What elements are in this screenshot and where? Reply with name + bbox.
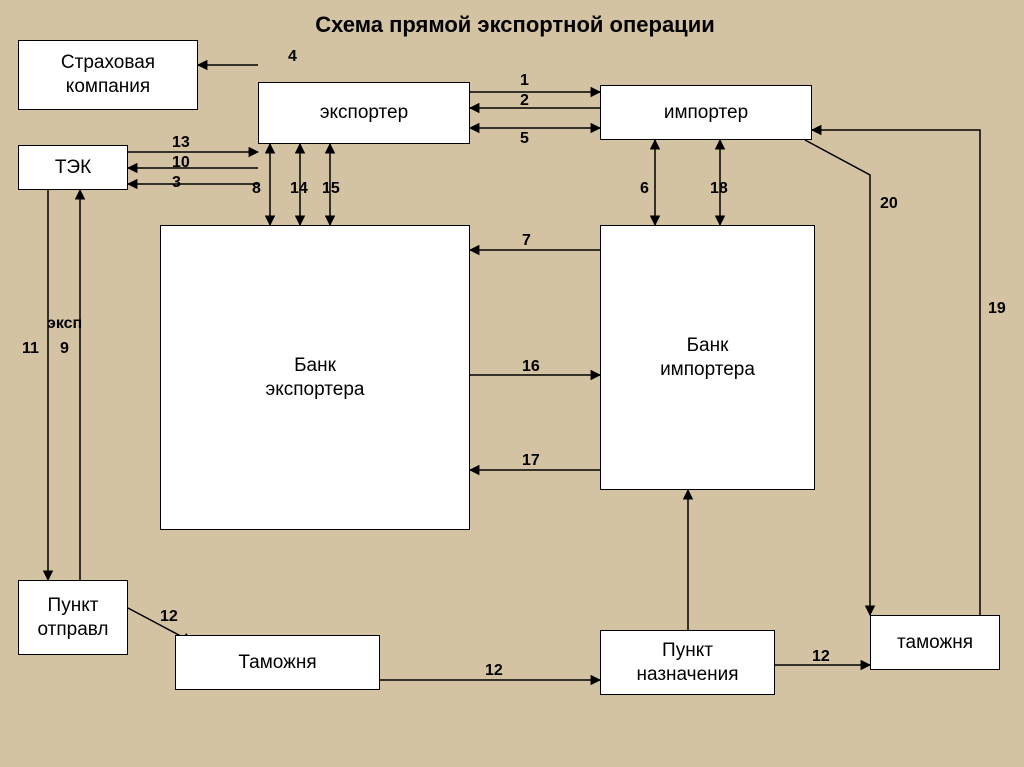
edge-label-e3: 3 [172,174,181,192]
edge-label-e20: 20 [880,195,898,213]
edge-label-e4a: 4 [288,48,297,66]
node-label: Пунктназначения [636,639,738,687]
node-exporter: экспортер [258,82,470,144]
edge-label-e11: 11 [22,340,39,358]
edge-label-e18: 18 [710,180,728,198]
edge-label-e2: 2 [520,92,529,110]
diagram-title: Схема прямой экспортной операции [280,12,750,38]
node-importer: импортер [600,85,812,140]
node-bank-importer: Банкимпортера [600,225,815,490]
edge-label-e8: 8 [252,180,261,198]
edge-label-e12c: 12 [812,648,830,666]
edge-label-e14: 14 [290,180,308,198]
edge-label-e19: 19 [988,300,1006,318]
node-label: Банкэкспортера [266,354,365,402]
edge-label-e12b: 12 [485,662,503,680]
edge-label-e9: 9 [60,340,69,358]
node-label: Пунктотправл [37,594,108,642]
node-customs-2: таможня [870,615,1000,670]
edge-label-e10: 10 [172,154,190,172]
edge-label-e1: 1 [520,72,529,90]
node-tek: ТЭК [18,145,128,190]
node-label: Таможня [238,651,316,675]
edge-label-e16: 16 [522,358,540,376]
node-bank-exporter: Банкэкспортера [160,225,470,530]
node-label: ТЭК [55,156,91,180]
node-label: экспортер [320,101,408,125]
edge-label-e5: 5 [520,130,529,148]
edge-label-e13: 13 [172,134,190,152]
edge-label-e17: 17 [522,452,540,470]
extra-label-eksp: эксп [47,315,82,333]
node-label: импортер [664,101,748,125]
node-label: Банкимпортера [660,334,755,382]
node-label: таможня [897,631,973,655]
node-customs: Таможня [175,635,380,690]
diagram-canvas: Схема прямой экспортной операции Страхов… [0,0,1024,767]
edge-label-e12a: 12 [160,608,178,626]
node-insurance: Страховаякомпания [18,40,198,110]
node-label: Страховаякомпания [61,51,155,99]
node-destination-point: Пунктназначения [600,630,775,695]
edge-label-e6: 6 [640,180,649,198]
node-departure-point: Пунктотправл [18,580,128,655]
edge-label-e7: 7 [522,232,531,250]
edge-label-e15: 15 [322,180,340,198]
